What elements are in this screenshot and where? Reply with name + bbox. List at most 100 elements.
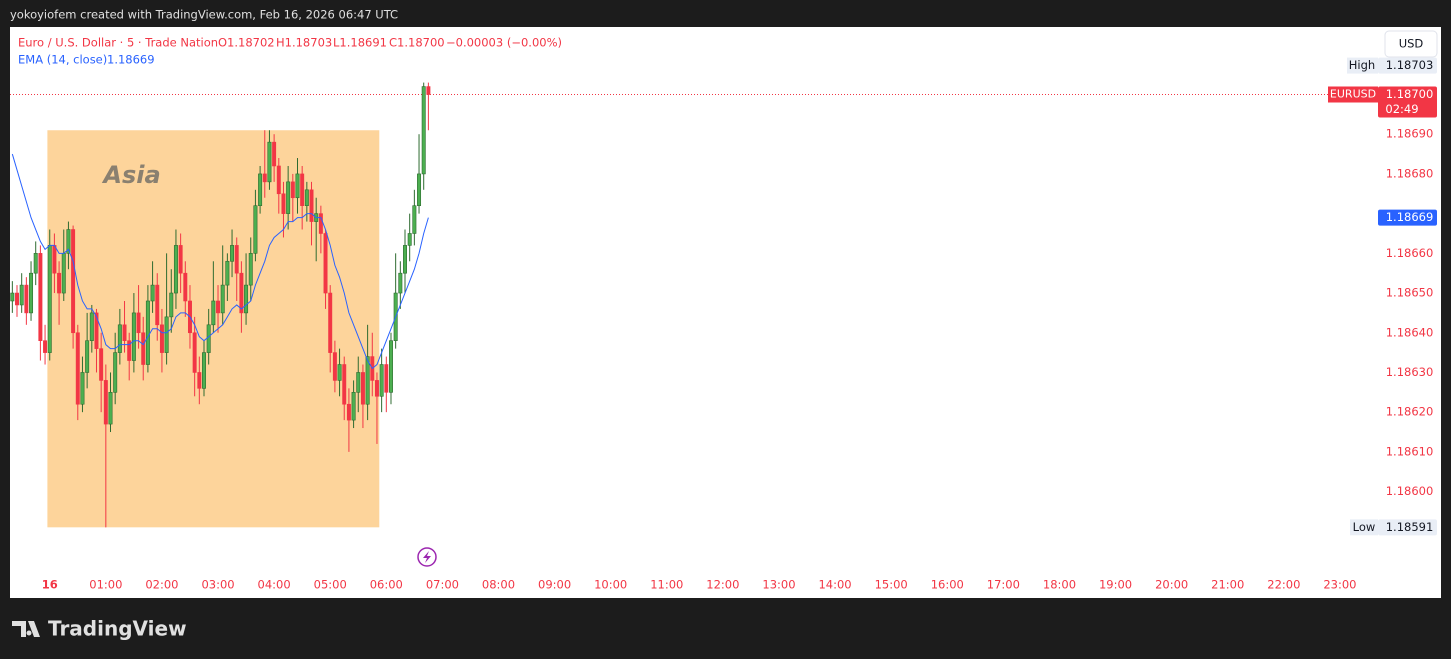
candle-body — [230, 245, 235, 262]
candle-body — [57, 272, 62, 294]
low-tag-name: Low — [1353, 520, 1376, 534]
y-tick-label: 1.18610 — [1386, 444, 1434, 458]
candle-body — [43, 340, 48, 353]
x-tick-label: 07:00 — [426, 578, 459, 592]
candle-body — [225, 260, 230, 286]
low-tag-name-box — [1350, 519, 1378, 536]
legend-ema-value: 1.18669 — [107, 53, 155, 67]
x-tick-label: 05:00 — [314, 578, 347, 592]
attribution: yokoyiofem created with TradingView.com,… — [10, 8, 398, 22]
candle-body — [290, 181, 295, 199]
x-tick-label: 16 — [42, 578, 58, 592]
x-tick-label: 23:00 — [1323, 578, 1356, 592]
legend-ema-name: EMA (14, close) — [18, 53, 107, 67]
candle-body — [244, 284, 249, 314]
candle-body — [417, 173, 422, 206]
candle-body — [66, 229, 71, 254]
currency-button[interactable] — [1384, 30, 1438, 58]
brand: TradingView — [12, 617, 187, 641]
session-label: Asia — [101, 161, 160, 189]
candle-body — [398, 272, 403, 294]
candle-body — [141, 332, 146, 365]
candle-body — [202, 352, 206, 389]
candle-body — [318, 213, 323, 234]
candle-body — [10, 292, 15, 302]
last-tag-box — [1378, 86, 1437, 118]
x-tick-label: 19:00 — [1099, 578, 1132, 592]
last-tag-value: 1.18700 — [1386, 87, 1434, 101]
last-tag-symbol-box — [1328, 86, 1378, 103]
candle-body — [127, 340, 132, 361]
last-tag-symbol: EURUSD — [1330, 88, 1376, 101]
candle-body — [206, 324, 211, 353]
candle-body — [169, 292, 174, 318]
candle-body — [374, 380, 379, 397]
candle-body — [47, 245, 52, 353]
candle-body — [52, 245, 57, 274]
x-tick-label: 16:00 — [931, 578, 964, 592]
candle-body — [159, 324, 164, 353]
high-tag-name-box — [1347, 57, 1378, 74]
candle-body — [365, 356, 370, 405]
candle-body — [211, 300, 216, 326]
ema-tag-value: 1.18669 — [1386, 210, 1434, 224]
y-tick-label: 1.18620 — [1386, 405, 1434, 419]
candle-body — [71, 229, 76, 334]
candle-body — [38, 253, 43, 341]
x-tick-label: 21:00 — [1211, 578, 1244, 592]
y-tick-label: 1.18690 — [1386, 127, 1434, 141]
candle-body — [309, 189, 314, 222]
high-tag-value: 1.18703 — [1386, 58, 1434, 72]
candle-body — [136, 312, 141, 334]
x-tick-label: 11:00 — [650, 578, 683, 592]
candle-body — [75, 332, 80, 405]
y-tick-label: 1.18600 — [1386, 484, 1434, 498]
candle-body — [426, 86, 431, 95]
brand-name: TradingView — [48, 617, 187, 641]
legend-close: C1.18700 — [389, 36, 445, 50]
candle-body — [108, 392, 113, 425]
currency-label[interactable]: USD — [1399, 37, 1424, 51]
candle-body — [192, 332, 197, 373]
x-tick-label: 06:00 — [370, 578, 403, 592]
candle-body — [389, 340, 393, 393]
candle-body — [262, 173, 267, 183]
candle-body — [239, 272, 244, 314]
candle-body — [379, 364, 384, 397]
x-tick-label: 03:00 — [201, 578, 234, 592]
replay-icon — [417, 547, 437, 567]
candle-body — [113, 352, 118, 393]
candle-body — [61, 253, 66, 294]
candle-body — [178, 245, 183, 274]
x-tick-label: 04:00 — [258, 578, 291, 592]
candle-body — [295, 173, 300, 199]
candle-body — [421, 86, 426, 175]
candle-body — [131, 312, 136, 361]
candle-body — [328, 292, 333, 353]
legend-high: H1.18703 — [276, 36, 332, 50]
x-tick-label: 10:00 — [594, 578, 627, 592]
candle-body — [122, 324, 127, 341]
candle-body — [234, 245, 239, 274]
x-tick-label: 08:00 — [482, 578, 515, 592]
ema-tag-box — [1378, 209, 1437, 226]
y-tick-label: 1.18660 — [1386, 246, 1434, 260]
candle-body — [155, 284, 160, 326]
candle-body — [412, 205, 417, 234]
x-tick-label: 12:00 — [706, 578, 739, 592]
candle-body — [281, 193, 286, 214]
y-tick-label: 1.18680 — [1386, 166, 1434, 180]
candle-body — [183, 272, 188, 302]
candle-body — [346, 403, 351, 421]
candle-body — [342, 364, 347, 405]
y-tick-label: 1.18650 — [1386, 286, 1434, 300]
candle-body — [360, 372, 365, 405]
candle-body — [24, 284, 29, 314]
x-tick-label: 01:00 — [89, 578, 122, 592]
y-tick-label: 1.18630 — [1386, 365, 1434, 379]
legend-symbol: Euro / U.S. Dollar · 5 · Trade Nation — [18, 36, 218, 50]
x-tick-label: 18:00 — [1043, 578, 1076, 592]
legend: Euro / U.S. Dollar · 5 · Trade Nation O1… — [18, 36, 562, 67]
candle-body — [286, 181, 291, 214]
